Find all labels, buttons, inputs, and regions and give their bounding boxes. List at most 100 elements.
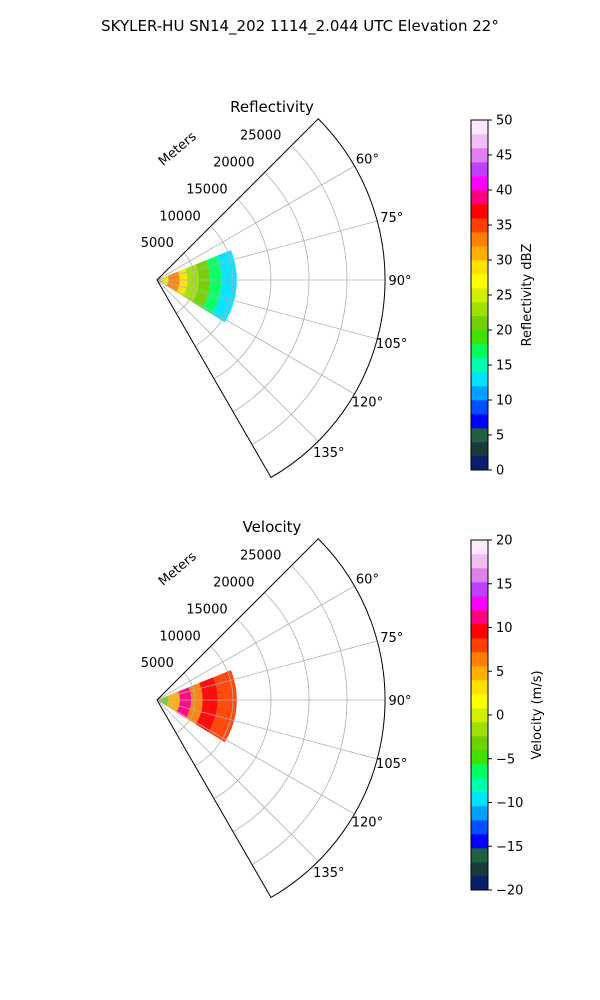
reflectivity-range-tick-label: 5000 (141, 236, 174, 251)
reflectivity-range-tick-label: 10000 (159, 209, 200, 224)
reflectivity-azimuth-spoke (156, 165, 355, 281)
reflectivity-colorbar-segment (471, 316, 488, 331)
velocity-colorbar-segment (471, 554, 488, 569)
reflectivity-echo (157, 250, 237, 323)
velocity-colorbar-tick-label: −5 (496, 752, 515, 767)
velocity-range-ring (175, 672, 196, 734)
velocity-colorbar-tick-label: 15 (496, 577, 513, 592)
reflectivity-echo-band (157, 275, 169, 287)
velocity-echo-band (186, 682, 203, 725)
reflectivity-colorbar-segment (471, 358, 488, 373)
velocity-colorbar-segment (471, 848, 488, 863)
reflectivity-colorbar-segment (471, 148, 488, 163)
reflectivity-azimuth-tick-label: 105° (376, 337, 407, 352)
reflectivity-echo-band (202, 255, 222, 315)
velocity-colorbar-segment (471, 792, 488, 807)
reflectivity-colorbar-segment (471, 386, 488, 401)
reflectivity-colorbar-tick-label: 20 (496, 324, 513, 339)
reflectivity-colorbar-segment (471, 456, 488, 471)
reflectivity-azimuth-tick-label: 135° (313, 446, 344, 461)
reflectivity-panel: Reflectivity 5000 10000 15000 20000 25000 60°… (141, 98, 535, 479)
velocity-colorbar-tick-label: 5 (496, 665, 504, 680)
reflectivity-range-ring (194, 225, 234, 347)
reflectivity-range-ring (251, 145, 348, 445)
reflectivity-colorbar-segment (471, 428, 488, 443)
reflectivity-plot-title: Reflectivity (230, 98, 314, 116)
reflectivity-azimuth-tick-label: 90° (388, 274, 411, 289)
velocity-range-tick-label: 5000 (141, 656, 174, 671)
reflectivity-range-label: Meters (156, 129, 200, 169)
velocity-colorbar-segment (471, 778, 488, 793)
reflectivity-range-ring (232, 172, 310, 412)
figure-title: SKYLER-HU SN14_202 1114_2.044 UTC Elevat… (101, 17, 499, 36)
velocity-colorbar-segment (471, 666, 488, 681)
velocity-colorbar-segment (471, 568, 488, 583)
velocity-colorbar-segment (471, 820, 488, 835)
velocity-colorbar-tick-label: −20 (496, 884, 523, 899)
velocity-azimuth-spoke (156, 699, 319, 862)
velocity-azimuth-tick-label: 60° (356, 573, 379, 588)
velocity-azimuth-spoke (156, 585, 355, 701)
velocity-colorbar-segment (471, 680, 488, 695)
velocity-colorbar: −20 −15 −10 −5 0 5 10 15 20 (470, 534, 523, 899)
velocity-colorbar-tick-label: 20 (496, 534, 513, 549)
velocity-echo-band (176, 687, 192, 719)
velocity-range-tick-label: 20000 (213, 576, 254, 591)
velocity-range-ring (213, 619, 272, 800)
reflectivity-colorbar-tick-label: 0 (496, 464, 504, 479)
reflectivity-azimuth-spoke (156, 220, 378, 281)
reflectivity-colorbar-segment (471, 176, 488, 191)
velocity-range-tick-label: 10000 (159, 629, 200, 644)
velocity-range-tick-label: 25000 (240, 549, 281, 564)
velocity-tick-labels: 5000 10000 15000 20000 25000 60° 75° 90° 105° 120… (141, 549, 412, 881)
velocity-azimuth-spoke (156, 640, 378, 701)
reflectivity-azimuth-tick-label: 60° (356, 153, 379, 168)
reflectivity-colorbar-tick-label: 25 (496, 289, 513, 304)
velocity-colorbar-segment (471, 736, 488, 751)
velocity-azimuth-tick-label: 120° (352, 816, 383, 831)
reflectivity-colorbar-tick-label: 30 (496, 254, 513, 269)
reflectivity-colorbar-tick-label: 15 (496, 359, 513, 374)
velocity-colorbar-segment (471, 722, 488, 737)
reflectivity-range-tick-label: 20000 (213, 156, 254, 171)
velocity-azimuth-tick-label: 90° (388, 694, 411, 709)
velocity-colorbar-tick-label: −10 (496, 796, 523, 811)
reflectivity-colorbar-segment (471, 120, 488, 135)
velocity-colorbar-tick-label: −15 (496, 840, 523, 855)
velocity-azimuth-tick-label: 105° (376, 757, 407, 772)
reflectivity-colorbar-tick-label: 50 (496, 114, 513, 129)
velocity-colorbar-tick-label: 10 (496, 621, 513, 636)
velocity-echo (157, 670, 237, 743)
reflectivity-grid (156, 118, 386, 479)
reflectivity-range-ring (175, 252, 196, 314)
reflectivity-colorbar: 0 5 10 15 20 25 30 35 40 45 50 (470, 114, 513, 479)
velocity-range-ring (232, 592, 310, 832)
reflectivity-colorbar-tick-label: 35 (496, 219, 513, 234)
velocity-range-tick-label: 15000 (186, 602, 227, 617)
reflectivity-colorbar-segment (471, 372, 488, 387)
velocity-colorbar-segment (471, 652, 488, 667)
reflectivity-echo-band (192, 260, 211, 309)
velocity-colorbar-segment (471, 596, 488, 611)
velocity-range-ring (194, 645, 234, 767)
velocity-colorbar-segment (471, 638, 488, 653)
velocity-panel: Velocity 5000 10000 15000 20000 25000 60° 75° 9… (141, 518, 545, 899)
reflectivity-colorbar-segment (471, 190, 488, 205)
velocity-colorbar-segment (471, 582, 488, 597)
reflectivity-echo-band (176, 268, 188, 297)
reflectivity-azimuth-tick-label: 120° (352, 396, 383, 411)
velocity-colorbar-segment (471, 610, 488, 625)
reflectivity-azimuth-spoke (156, 279, 319, 442)
reflectivity-echo-band (211, 250, 237, 323)
velocity-colorbar-segment (471, 806, 488, 821)
velocity-colorbar-segment (471, 834, 488, 849)
velocity-azimuth-spoke (156, 699, 378, 760)
reflectivity-range-tick-label: 25000 (240, 129, 281, 144)
velocity-plot-title: Velocity (243, 518, 302, 536)
velocity-grid (156, 538, 386, 899)
reflectivity-colorbar-segment (471, 260, 488, 275)
reflectivity-azimuth-spoke (156, 279, 378, 340)
reflectivity-colorbar-segment (471, 330, 488, 345)
reflectivity-range-ring (213, 199, 272, 380)
reflectivity-colorbar-tick-label: 40 (496, 184, 513, 199)
